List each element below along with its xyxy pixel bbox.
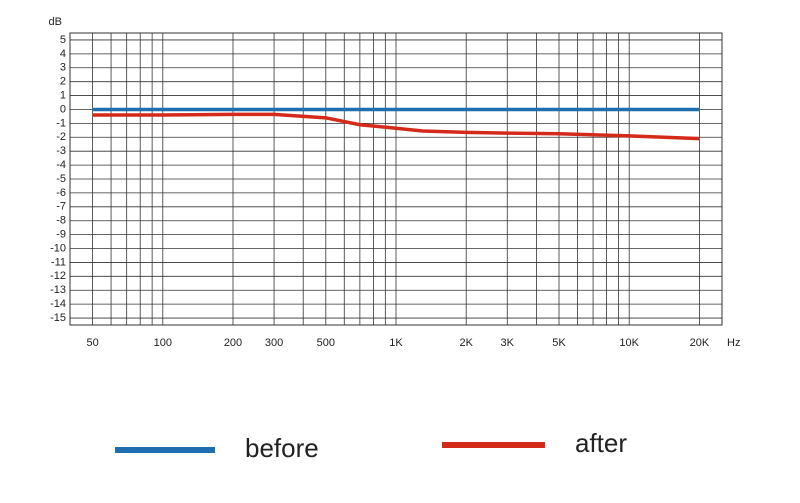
data-line [92, 112, 700, 141]
x-tick-label: 100 [154, 337, 172, 349]
y-tick-label: -4 [56, 159, 66, 171]
y-tick-label: -6 [56, 187, 66, 199]
legend-text: before [245, 433, 319, 463]
y-tick-label: 5 [60, 34, 66, 46]
y-tick-label: -2 [56, 131, 66, 143]
y-tick-label: -3 [56, 145, 66, 157]
y-tick-label: 1 [60, 89, 66, 101]
x-tick-label: 1K [389, 337, 403, 349]
x-axis-label: Hz [727, 337, 740, 349]
y-tick-label: -1 [56, 117, 66, 129]
x-tick-label: 3K [501, 337, 515, 349]
y-tick-label: 4 [60, 48, 66, 60]
y-tick-label: -14 [50, 298, 66, 310]
y-tick-label: 2 [60, 76, 66, 88]
y-tick-label: 0 [60, 103, 66, 115]
x-tick-label: 2K [459, 337, 473, 349]
y-tick-label: -12 [50, 270, 66, 282]
y-tick-label: -15 [50, 312, 66, 324]
x-tick-label: 20K [690, 337, 710, 349]
x-tick-label: 50 [86, 337, 98, 349]
x-tick-label: 500 [317, 337, 335, 349]
y-tick-label: -10 [50, 242, 66, 254]
y-tick-label: -13 [50, 284, 66, 296]
y-tick-label: -8 [56, 215, 66, 227]
legend-text: after [575, 428, 627, 458]
x-tick-label: 5K [552, 337, 566, 349]
x-tick-label: 300 [265, 337, 283, 349]
y-tick-label: -7 [56, 201, 66, 213]
x-tick-label: 10K [619, 337, 639, 349]
y-tick-label: -5 [56, 173, 66, 185]
y-axis-label: dB [49, 16, 62, 28]
y-tick-label: -11 [51, 256, 66, 268]
y-tick-label: 3 [60, 62, 66, 74]
y-tick-label: -9 [56, 229, 66, 241]
x-tick-label: 200 [224, 337, 242, 349]
